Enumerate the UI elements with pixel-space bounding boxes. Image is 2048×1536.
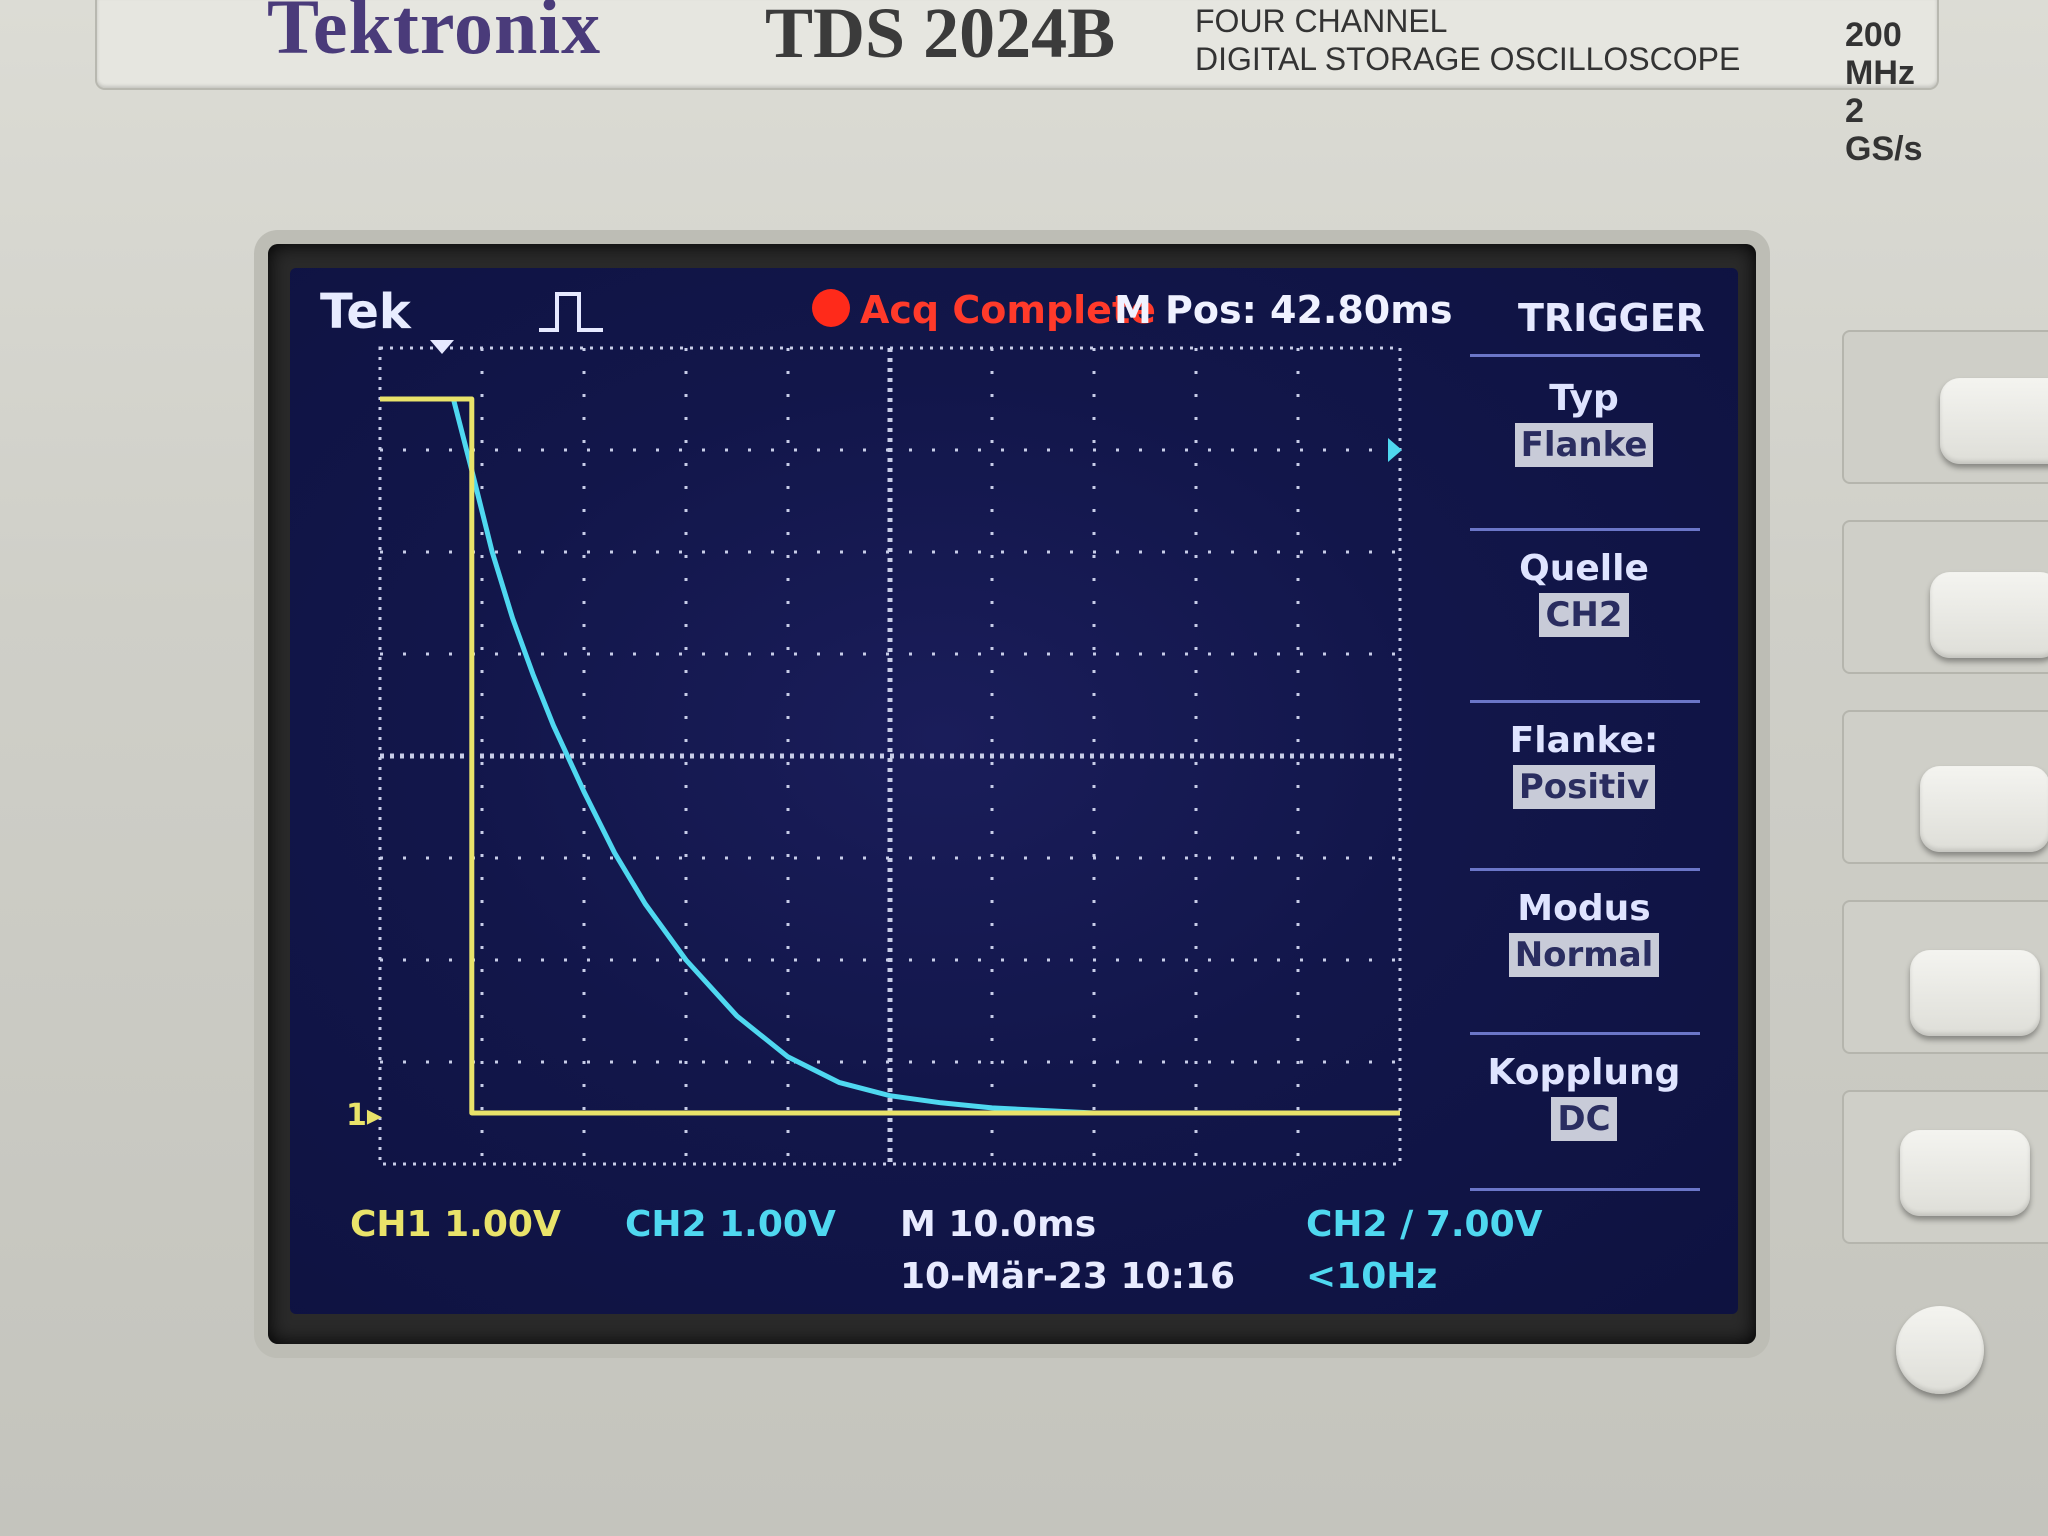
trigger-menu-title: TRIGGER [1518,296,1705,340]
trace-ch1 [380,396,1400,1116]
menu-item-label: Kopplung [1487,1052,1681,1093]
menu-item-label: Quelle [1519,548,1649,589]
run-button[interactable] [1896,1306,1984,1394]
menu-item-value: Normal [1508,933,1660,977]
menu-separator [1470,528,1700,531]
trigger-level: CH2 ∕ 7.00V [1306,1204,1543,1245]
acquisition-status-text: Acq Complete [860,288,1156,332]
menu-item-value: Positiv [1512,765,1656,809]
menu-button-2[interactable] [1930,572,2048,658]
front-label-plate: Tektronix TDS 2024B FOUR CHANNEL DIGITAL… [95,0,1939,168]
trigger-level-marker [1388,438,1402,462]
menu-item-kopplung[interactable]: Kopplung DC [1466,1052,1702,1141]
spec-block: 200 MHz 2 GS/s [1845,16,1937,168]
menu-separator [1470,354,1700,357]
menu-item-flanke[interactable]: Flanke: Positiv [1466,720,1702,809]
acquisition-status: Acq Complete [812,288,1156,332]
trigger-position-marker [430,340,454,354]
menu-item-value: Flanke [1514,423,1654,467]
menu-button-4[interactable] [1910,950,2040,1036]
model-description-line1: FOUR CHANNEL [1195,3,1448,39]
ch1-scale: CH1 1.00V [350,1204,561,1245]
menu-item-label: Typ [1549,378,1619,419]
display-screen: Tek Acq Complete M Pos: 42.80ms TRIGGER … [290,268,1738,1314]
bandwidth-spec: 200 MHz [1845,16,1915,92]
horizontal-position: M Pos: 42.80ms [1114,288,1453,332]
tek-logo: Tek [320,284,411,340]
menu-item-value: CH2 [1539,593,1629,637]
menu-separator [1470,1188,1700,1191]
waveform-plot: 1▸ [346,340,1402,1166]
menu-item-label: Modus [1517,888,1651,929]
model-description: FOUR CHANNEL DIGITAL STORAGE OSCILLOSCOP… [1195,2,1740,78]
record-dot-icon [812,289,850,327]
brand-logo: Tektronix [267,0,602,70]
menu-item-quelle[interactable]: Quelle CH2 [1466,548,1702,637]
date-time: 10-Mär-23 10:16 [900,1256,1236,1297]
trigger-frequency: <10Hz [1306,1256,1438,1297]
menu-button-3[interactable] [1920,766,2048,852]
menu-item-label: Flanke: [1509,720,1659,761]
model-description-line2: DIGITAL STORAGE OSCILLOSCOPE [1195,41,1741,77]
ch2-scale: CH2 1.00V [625,1204,836,1245]
ch1-ground-marker: 1▸ [346,1098,382,1133]
markers: 1▸ [346,340,1402,1133]
menu-button-1[interactable] [1940,378,2048,464]
sample-rate-spec: 2 GS/s [1845,92,1923,168]
menu-button-5[interactable] [1900,1130,2030,1216]
menu-item-typ[interactable]: Typ Flanke [1466,378,1702,467]
menu-separator [1470,868,1700,871]
model-number: TDS 2024B [765,0,1116,73]
menu-separator [1470,700,1700,703]
traces [380,396,1400,1116]
menu-item-value: DC [1551,1097,1617,1141]
timebase: M 10.0ms [900,1204,1097,1245]
graticule [378,346,1402,1166]
menu-separator [1470,1032,1700,1035]
menu-item-modus[interactable]: Modus Normal [1466,888,1702,977]
trigger-pulse-icon [539,292,603,332]
